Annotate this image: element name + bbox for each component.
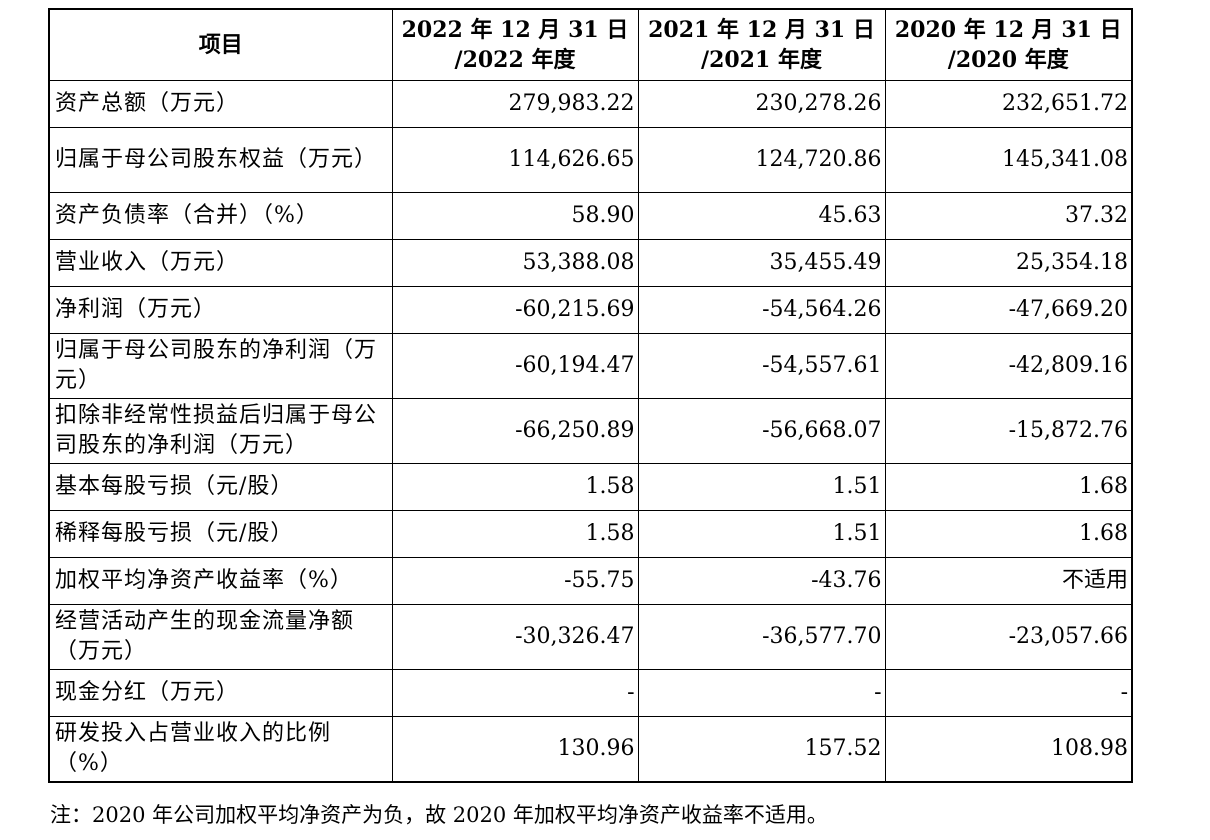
row-label: 基本每股亏损（元/股）	[48, 463, 393, 511]
row-label: 资产负债率（合并）（%）	[48, 192, 393, 240]
row-label: 净利润（万元）	[48, 286, 393, 334]
value-2021: -	[637, 669, 886, 717]
table-row: 研发投入占营业收入的比例（%） 130.96 157.52 108.98	[48, 716, 1133, 783]
row-label: 扣除非经常性损益后归属于母公司股东的净利润（万元）	[48, 398, 393, 464]
table-row: 现金分红（万元） - - -	[48, 669, 1133, 717]
value-2020: 37.32	[884, 192, 1133, 240]
value-2022: 130.96	[391, 716, 639, 783]
table-row: 基本每股亏损（元/股） 1.58 1.51 1.68	[48, 463, 1133, 511]
value-2021: -36,577.70	[637, 604, 886, 670]
table-row: 归属于母公司股东权益（万元） 114,626.65 124,720.86 145…	[48, 127, 1133, 193]
row-label: 加权平均净资产收益率（%）	[48, 557, 393, 605]
value-2022: -60,215.69	[391, 286, 639, 334]
value-2020: 232,651.72	[884, 80, 1133, 128]
value-2021: 157.52	[637, 716, 886, 783]
row-label: 现金分红（万元）	[48, 669, 393, 717]
value-2021: 45.63	[637, 192, 886, 240]
value-2020: -47,669.20	[884, 286, 1133, 334]
financial-data-table: 项目 2022 年 12 月 31 日/2022 年度 2021 年 12 月 …	[48, 8, 1133, 783]
value-2020: 25,354.18	[884, 239, 1133, 287]
value-2022: -60,194.47	[391, 333, 639, 399]
table-row: 稀释每股亏损（元/股） 1.58 1.51 1.68	[48, 510, 1133, 558]
table-row: 加权平均净资产收益率（%） -55.75 -43.76 不适用	[48, 557, 1133, 605]
table-row: 营业收入（万元） 53,388.08 35,455.49 25,354.18	[48, 239, 1133, 287]
value-2020: 1.68	[884, 463, 1133, 511]
value-2020: 不适用	[884, 557, 1133, 605]
table-footnote: 注：2020 年公司加权平均净资产为负，故 2020 年加权平均净资产收益率不适…	[50, 803, 828, 827]
table-row: 扣除非经常性损益后归属于母公司股东的净利润（万元） -66,250.89 -56…	[48, 398, 1133, 464]
value-2021: 35,455.49	[637, 239, 886, 287]
row-label: 营业收入（万元）	[48, 239, 393, 287]
value-2021: -54,557.61	[637, 333, 886, 399]
value-2021: -54,564.26	[637, 286, 886, 334]
value-2020: 145,341.08	[884, 127, 1133, 193]
table-row: 归属于母公司股东的净利润（万元） -60,194.47 -54,557.61 -…	[48, 333, 1133, 399]
row-label: 稀释每股亏损（元/股）	[48, 510, 393, 558]
value-2022: -	[391, 669, 639, 717]
row-label: 资产总额（万元）	[48, 80, 393, 128]
value-2020: 108.98	[884, 716, 1133, 783]
row-label: 研发投入占营业收入的比例（%）	[48, 716, 393, 783]
row-label: 归属于母公司股东的净利润（万元）	[48, 333, 393, 399]
value-2022: 1.58	[391, 463, 639, 511]
value-2021: 124,720.86	[637, 127, 886, 193]
value-2022: 114,626.65	[391, 127, 639, 193]
value-2020: -15,872.76	[884, 398, 1133, 464]
header-2022: 2022 年 12 月 31 日/2022 年度	[391, 8, 639, 81]
value-2022: 1.58	[391, 510, 639, 558]
header-item: 项目	[48, 8, 393, 81]
value-2020: -	[884, 669, 1133, 717]
header-2020: 2020 年 12 月 31 日/2020 年度	[884, 8, 1133, 81]
header-2021: 2021 年 12 月 31 日/2021 年度	[637, 8, 886, 81]
value-2020: -23,057.66	[884, 604, 1133, 670]
value-2022: -30,326.47	[391, 604, 639, 670]
value-2021: 1.51	[637, 510, 886, 558]
value-2020: 1.68	[884, 510, 1133, 558]
value-2021: 230,278.26	[637, 80, 886, 128]
table-row: 净利润（万元） -60,215.69 -54,564.26 -47,669.20	[48, 286, 1133, 334]
value-2022: 279,983.22	[391, 80, 639, 128]
table-row: 经营活动产生的现金流量净额（万元） -30,326.47 -36,577.70 …	[48, 604, 1133, 670]
value-2021: -43.76	[637, 557, 886, 605]
table-header-row: 项目 2022 年 12 月 31 日/2022 年度 2021 年 12 月 …	[48, 8, 1133, 81]
value-2022: -55.75	[391, 557, 639, 605]
value-2021: 1.51	[637, 463, 886, 511]
value-2022: 53,388.08	[391, 239, 639, 287]
row-label: 经营活动产生的现金流量净额（万元）	[48, 604, 393, 670]
value-2022: -66,250.89	[391, 398, 639, 464]
table-row: 资产总额（万元） 279,983.22 230,278.26 232,651.7…	[48, 80, 1133, 128]
value-2022: 58.90	[391, 192, 639, 240]
row-label: 归属于母公司股东权益（万元）	[48, 127, 393, 193]
table-row: 资产负债率（合并）（%） 58.90 45.63 37.32	[48, 192, 1133, 240]
value-2020: -42,809.16	[884, 333, 1133, 399]
value-2021: -56,668.07	[637, 398, 886, 464]
